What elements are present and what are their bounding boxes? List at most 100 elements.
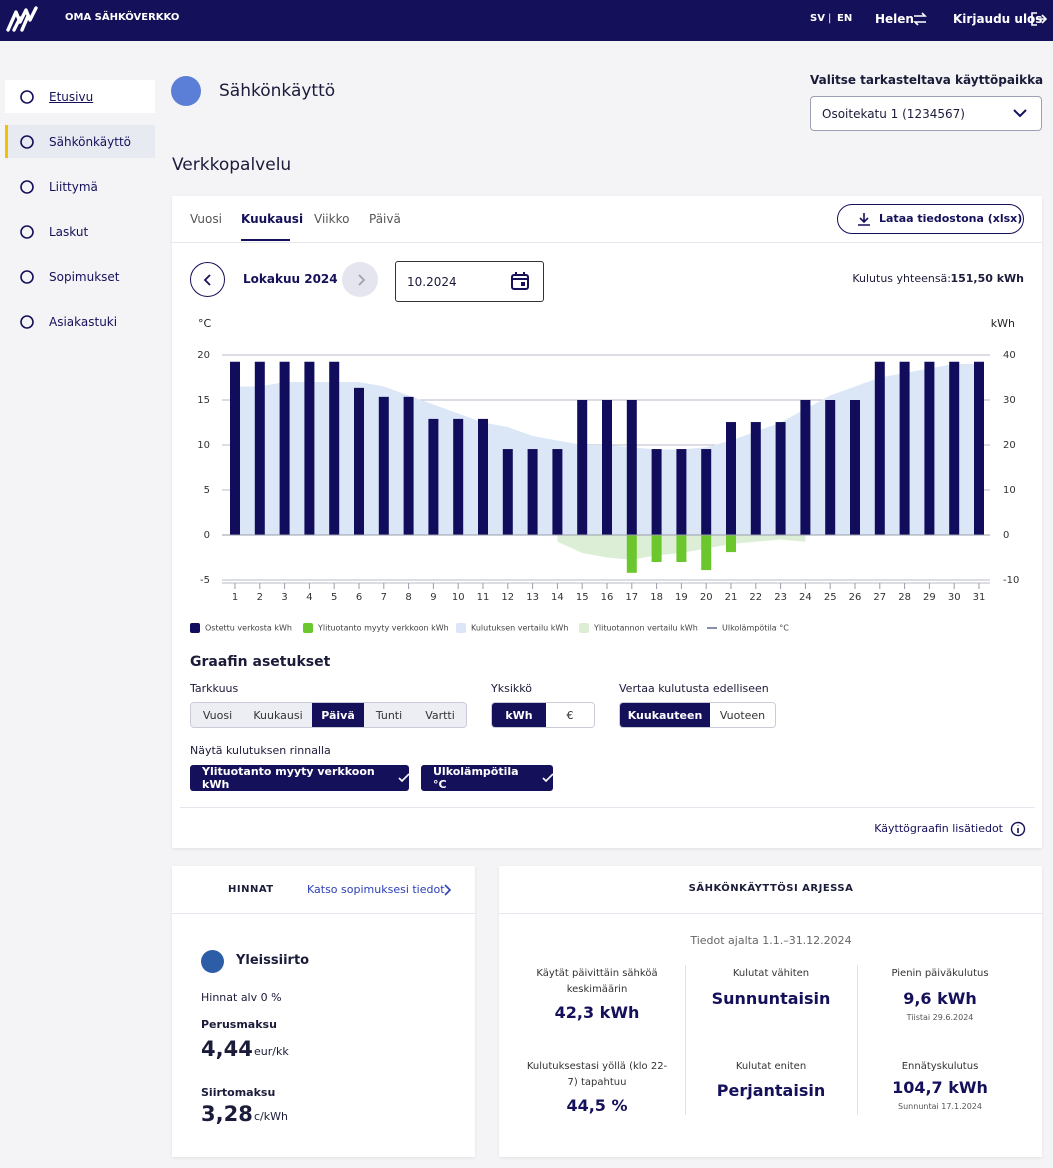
segment-option[interactable]: Tunti [364, 703, 414, 727]
nav-icon [20, 180, 34, 194]
legend-label: Kulutuksen vertailu kWh [471, 624, 568, 633]
tab[interactable]: Viikko [314, 212, 350, 226]
next-icon [358, 274, 366, 286]
stat-label: Kulutat vähiten [732, 968, 810, 979]
x-tick-label: 27 [873, 592, 886, 603]
unit-group: kWh € [491, 702, 595, 728]
nav-item[interactable]: Sopimukset [49, 270, 120, 284]
divider [172, 913, 475, 914]
calendar-icon[interactable] [510, 271, 530, 291]
bar [874, 361, 885, 535]
tab[interactable]: Päivä [369, 212, 401, 226]
stats-card [499, 866, 1042, 1157]
stat-label: Pienin päiväkulutus [891, 968, 989, 979]
toggle-temp[interactable]: Ulkolämpötila °C [421, 765, 553, 791]
tab-underline [241, 239, 290, 241]
compare-group: Kuukauteen Vuoteen [619, 702, 776, 728]
download-button[interactable] [837, 204, 1024, 234]
y-axis-label: °C [198, 317, 212, 330]
lang-sv[interactable]: SV [810, 13, 825, 24]
y2-tick-label: 0 [1003, 530, 1009, 541]
nav-item[interactable]: Etusivu [49, 90, 94, 104]
x-tick-label: 14 [551, 592, 564, 603]
bar [279, 361, 290, 535]
legend-label: Ulkolämpötila °C [722, 624, 789, 633]
y2-tick-label: 10 [1003, 485, 1016, 496]
site-value: Osoitekatu 1 (1234567) [822, 107, 965, 121]
x-tick-label: 25 [824, 592, 837, 603]
divider [499, 913, 1042, 914]
x-tick-label: 31 [973, 592, 986, 603]
stat-label: Käytät päivittäin sähköä keskimäärin [536, 968, 658, 995]
bar [502, 449, 513, 535]
x-tick-label: 30 [948, 592, 961, 603]
total-value: 151,50 kWh [950, 272, 1024, 285]
logout[interactable]: Kirjaudu ulos [953, 12, 1043, 26]
y-tick-label: 5 [204, 485, 210, 496]
logout-icon[interactable] [1030, 11, 1048, 27]
info-icon[interactable] [1010, 821, 1026, 837]
legend-swatch [579, 623, 589, 633]
y2-tick-label: 20 [1003, 440, 1016, 451]
nav-item[interactable]: Asiakastuki [49, 315, 118, 329]
next-button[interactable] [342, 262, 378, 297]
info-link[interactable]: Käyttögraafin lisätiedot [874, 822, 1003, 835]
x-tick-label: 24 [799, 592, 812, 603]
bar [701, 535, 712, 571]
nav-item[interactable]: Laskut [49, 225, 89, 239]
prices-card [172, 866, 475, 1157]
nav-item[interactable]: Liittymä [49, 180, 98, 194]
toggle-surplus[interactable]: Ylituotanto myyty verkkoon kWh [190, 765, 409, 791]
stat-value: 104,7 kWh [892, 1078, 988, 1097]
segment-option[interactable]: Vartti [414, 703, 466, 727]
tab[interactable]: Kuukausi [241, 212, 304, 226]
stat-value: 42,3 kWh [554, 1003, 640, 1022]
base-value: 4,44 [201, 1037, 253, 1061]
bar [527, 449, 538, 535]
total-label: Kulutus yhteensä: [852, 272, 951, 285]
logo[interactable] [6, 6, 40, 34]
legend-label: Ylituotanto myyty verkkoon kWh [317, 624, 449, 633]
bar [602, 400, 612, 535]
link-chevron [444, 884, 452, 896]
x-tick-label: 10 [452, 592, 465, 603]
segment-option[interactable]: kWh [492, 703, 546, 727]
transfer-label: Siirtomaksu [201, 1086, 276, 1099]
bar [378, 396, 389, 535]
bar [478, 418, 488, 535]
bar [726, 422, 736, 535]
segment-option[interactable]: Päivä [312, 703, 364, 727]
unit-label: Yksikkö [491, 682, 532, 695]
segment-option[interactable]: Kuukausi [244, 703, 312, 727]
bar [304, 361, 315, 535]
y-tick-label: 15 [197, 395, 210, 406]
bar [230, 361, 240, 535]
segment-option[interactable]: Vuosi [191, 703, 244, 727]
site-select[interactable] [810, 96, 1042, 131]
segment-option[interactable]: Kuukauteen [620, 703, 710, 727]
contract-link[interactable]: Katso sopimuksesi tiedot [307, 883, 445, 896]
download-label[interactable]: Lataa tiedostona (xlsx) [879, 212, 1023, 225]
lang-en[interactable]: EN [837, 13, 853, 24]
x-tick-label: 23 [774, 592, 787, 603]
segment-option[interactable]: Vuoteen [710, 703, 775, 727]
x-tick-label: 7 [381, 592, 387, 603]
prev-icon [203, 274, 211, 286]
toggle-label: Ylituotanto myyty verkkoon kWh [202, 765, 375, 791]
divider [857, 965, 858, 1115]
switch-icon[interactable] [912, 11, 928, 27]
segment-option[interactable]: € [546, 703, 594, 727]
prev-button[interactable] [190, 262, 225, 297]
stat-note: Tiistai 29.6.2024 [906, 1013, 974, 1022]
legend-label: Ostettu verkosta kWh [205, 624, 292, 633]
legend-swatch [190, 623, 200, 633]
precision-label: Tarkkuus [190, 682, 239, 695]
x-tick-label: 6 [356, 592, 362, 603]
bar [924, 361, 935, 535]
product-name: Yleissiirto [236, 953, 310, 968]
settings-title: Graafin asetukset [190, 654, 331, 670]
user[interactable]: Helen [875, 12, 914, 26]
tab[interactable]: Vuosi [190, 212, 222, 226]
nav-item[interactable]: Sähkönkäyttö [49, 135, 131, 149]
date-input[interactable] [395, 261, 544, 302]
